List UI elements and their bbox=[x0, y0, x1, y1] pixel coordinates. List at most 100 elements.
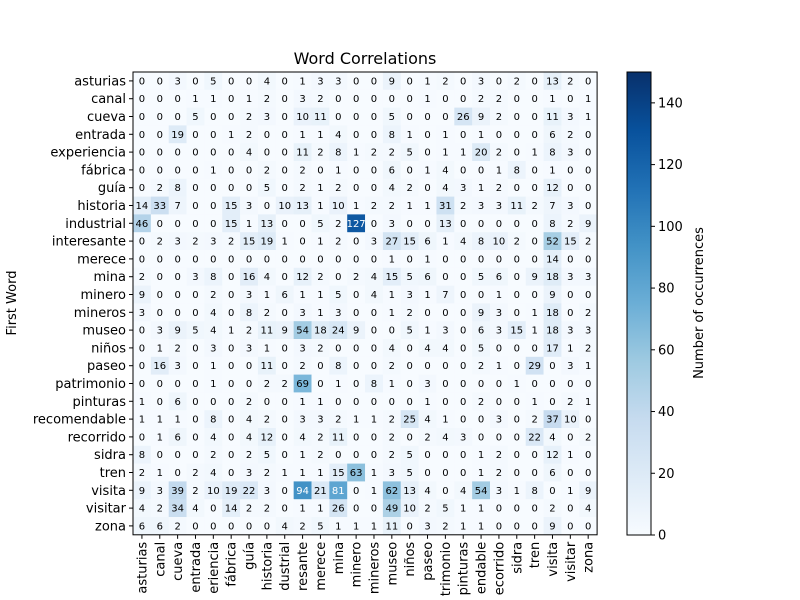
cell-value-label: 9 bbox=[531, 272, 537, 283]
cell-value-label: 0 bbox=[371, 308, 377, 319]
heatmap-cell bbox=[347, 178, 366, 197]
cell-value-label: 3 bbox=[496, 308, 502, 319]
cell-value-label: 0 bbox=[549, 486, 555, 497]
cell-value-label: 0 bbox=[228, 254, 234, 265]
column-label: guía bbox=[243, 542, 258, 570]
cell-value-label: 3 bbox=[460, 183, 466, 194]
heatmap-cell bbox=[329, 72, 348, 91]
heatmap-cell bbox=[257, 285, 277, 304]
heatmap-cell bbox=[240, 161, 259, 180]
heatmap-cell bbox=[293, 161, 312, 180]
cell-value-label: 15 bbox=[564, 237, 577, 248]
heatmap-cell bbox=[204, 445, 223, 464]
cell-value-label: 4 bbox=[549, 432, 555, 443]
heatmap-cell bbox=[490, 303, 509, 322]
heatmap-cell bbox=[472, 196, 491, 215]
cell-value-label: 1 bbox=[424, 76, 430, 87]
cell-value-label: 2 bbox=[157, 504, 163, 515]
cell-value-label: 3 bbox=[585, 326, 591, 337]
heatmap-cell bbox=[275, 107, 294, 126]
heatmap-cell bbox=[543, 214, 562, 233]
heatmap-cell bbox=[507, 481, 526, 500]
heatmap-cell bbox=[150, 410, 169, 429]
heatmap-cell bbox=[454, 517, 473, 536]
heatmap-cell bbox=[507, 267, 526, 286]
cell-value-label: 2 bbox=[389, 148, 395, 159]
cell-value-label: 0 bbox=[514, 219, 520, 230]
cell-value-label: 2 bbox=[246, 326, 252, 337]
cell-value-label: 19 bbox=[171, 130, 184, 141]
heatmap-cell bbox=[257, 481, 277, 500]
cell-value-label: 0 bbox=[192, 415, 198, 426]
cell-value-label: 2 bbox=[299, 521, 305, 532]
heatmap-cell bbox=[257, 517, 277, 536]
heatmap-cell bbox=[472, 285, 491, 304]
cell-value-label: 3 bbox=[246, 290, 252, 301]
cell-value-label: 0 bbox=[514, 254, 520, 265]
heatmap-cell bbox=[490, 214, 509, 233]
column-label: trimonio bbox=[439, 542, 454, 597]
heatmap-cell bbox=[133, 374, 152, 393]
heatmap-cell bbox=[454, 356, 473, 375]
cell-value-label: 1 bbox=[157, 432, 163, 443]
cell-value-label: 0 bbox=[371, 130, 377, 141]
heatmap-cell bbox=[382, 267, 402, 286]
heatmap-cell bbox=[311, 517, 330, 536]
heatmap-cell bbox=[454, 285, 473, 304]
heatmap-cell bbox=[436, 339, 455, 358]
cell-value-label: 0 bbox=[210, 201, 216, 212]
column-labels: asturias canal cueva entrada eriencia fábrica… bbox=[135, 534, 597, 597]
cell-value-label: 3 bbox=[246, 343, 252, 354]
column-label: niños bbox=[403, 542, 418, 577]
heatmap-cell bbox=[579, 232, 598, 251]
cell-value-label: 8 bbox=[514, 165, 520, 176]
cell-value-label: 0 bbox=[210, 112, 216, 123]
heatmap-cell bbox=[329, 125, 348, 144]
heatmap-cell bbox=[561, 392, 580, 411]
row-label: mina bbox=[94, 270, 126, 285]
heatmap-cell bbox=[204, 517, 223, 536]
cell-value-label: 6 bbox=[496, 272, 502, 283]
colorbar-tick-label: 100 bbox=[658, 220, 683, 235]
heatmap-cell bbox=[454, 321, 473, 340]
cell-value-label: 0 bbox=[442, 450, 448, 461]
heatmap-cell bbox=[472, 499, 491, 518]
heatmap-cell bbox=[329, 89, 348, 108]
heatmap-cell bbox=[561, 499, 580, 518]
cell-value-label: 0 bbox=[282, 130, 288, 141]
heatmap-cell bbox=[257, 250, 277, 269]
cell-value-label: 0 bbox=[264, 201, 270, 212]
cell-value-label: 3 bbox=[335, 308, 341, 319]
column-label: visitar bbox=[564, 541, 579, 582]
column-label: sidra bbox=[510, 542, 525, 574]
heatmap-cell bbox=[418, 214, 437, 233]
heatmap-cell bbox=[507, 356, 526, 375]
cell-value-label: 0 bbox=[567, 183, 573, 194]
cell-value-label: 0 bbox=[460, 165, 466, 176]
heatmap-cell bbox=[150, 196, 169, 215]
cell-value-label: 6 bbox=[478, 326, 484, 337]
colorbar-label: Number of occurrences bbox=[692, 227, 707, 379]
cell-value-label: 1 bbox=[353, 521, 359, 532]
cell-value-label: 0 bbox=[192, 308, 198, 319]
heatmap-cell bbox=[186, 392, 205, 411]
heatmap-cell bbox=[436, 356, 455, 375]
heatmap-cell bbox=[365, 481, 384, 500]
row-label: niños bbox=[91, 341, 126, 356]
heatmap-cell bbox=[454, 481, 473, 500]
cell-value-label: 0 bbox=[371, 112, 377, 123]
cell-value-label: 0 bbox=[371, 219, 377, 230]
heatmap-cell bbox=[579, 445, 598, 464]
heatmap-cell bbox=[186, 321, 205, 340]
heatmap-cell bbox=[240, 428, 259, 447]
heatmap-cell bbox=[168, 517, 187, 536]
cell-value-label: 15 bbox=[225, 219, 238, 230]
heatmap-cell bbox=[222, 72, 241, 91]
cell-value-label: 4 bbox=[282, 521, 288, 532]
heatmap-cell bbox=[257, 143, 277, 162]
cell-value-label: 0 bbox=[157, 94, 163, 105]
cell-value-label: 0 bbox=[282, 361, 288, 372]
cell-value-label: 5 bbox=[264, 183, 270, 194]
heatmap-cell bbox=[579, 428, 598, 447]
heatmap-cell bbox=[382, 356, 402, 375]
